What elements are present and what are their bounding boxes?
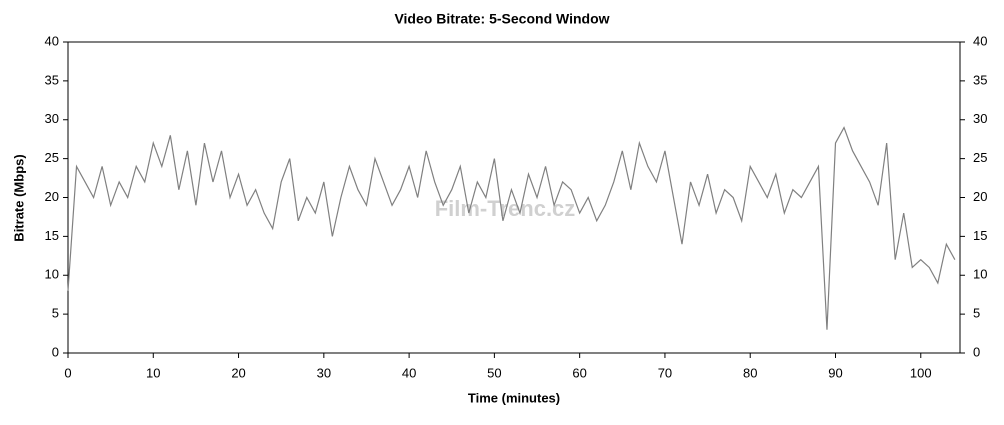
- data-line: [67, 126, 956, 330]
- y-tick-label: 15: [45, 228, 59, 243]
- y-tick-label: 5: [52, 306, 59, 321]
- y2-tick-label: 10: [973, 267, 987, 282]
- x-tick-label: 60: [572, 365, 586, 380]
- y2-tick-label: 5: [973, 306, 980, 321]
- x-tick-label: 50: [487, 365, 501, 380]
- y-tick-label: 35: [45, 72, 59, 87]
- y-tick-label: 0: [52, 344, 59, 359]
- y-tick-label: 20: [45, 189, 59, 204]
- y-tick-label: 25: [45, 150, 59, 165]
- x-tick-label: 30: [317, 365, 331, 380]
- x-axis-label: Time (minutes): [468, 390, 560, 405]
- chart-title: Video Bitrate: 5-Second Window: [394, 11, 609, 27]
- y-axis-label: Bitrate (Mbps): [11, 154, 26, 241]
- y2-tick-label: 15: [973, 228, 987, 243]
- y-tick-label: 40: [45, 33, 59, 48]
- x-tick-label: 80: [743, 365, 757, 380]
- watermark: Film-Trenc.cz: [435, 196, 576, 221]
- x-tick-label: 90: [828, 365, 842, 380]
- y-tick-label: 10: [45, 267, 59, 282]
- x-tick-label: 100: [910, 365, 932, 380]
- x-tick-label: 70: [658, 365, 672, 380]
- y2-tick-label: 30: [973, 111, 987, 126]
- y2-tick-label: 35: [973, 72, 987, 87]
- x-tick-label: 0: [64, 365, 71, 380]
- y2-tick-label: 25: [973, 150, 987, 165]
- y2-tick-label: 40: [973, 33, 987, 48]
- x-tick-label: 10: [146, 365, 160, 380]
- y2-tick-label: 0: [973, 344, 980, 359]
- y2-tick-label: 20: [973, 189, 987, 204]
- x-tick-label: 40: [402, 365, 416, 380]
- y-tick-label: 30: [45, 111, 59, 126]
- x-tick-label: 20: [231, 365, 245, 380]
